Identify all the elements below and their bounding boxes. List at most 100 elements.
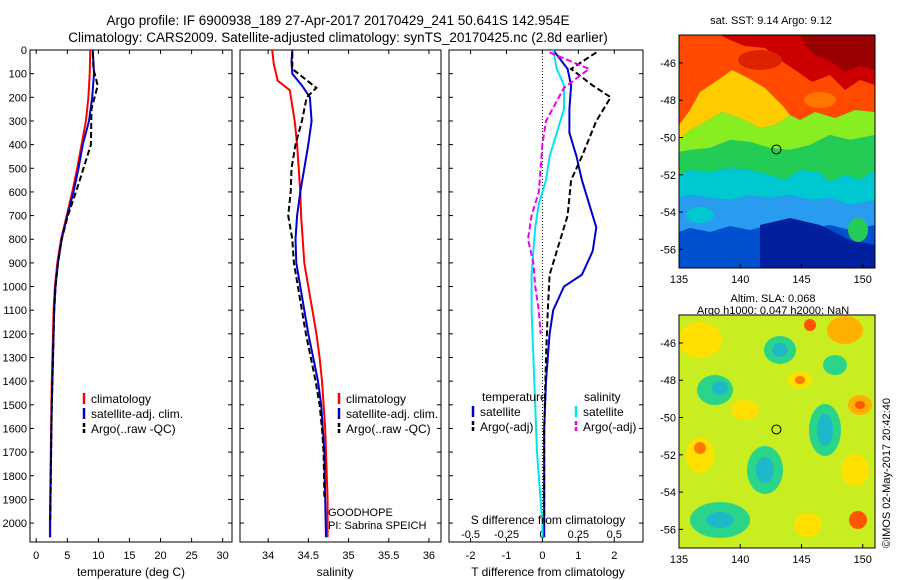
depth-tick-label: 1700 [3,447,27,459]
x-tick-label: 5 [64,550,70,562]
header-title-line1: Argo profile: IF 6900938_189 27-Apr-2017… [106,13,569,28]
difference-panel: -2 -1 0 1 2 -0.5 -0.25 0 0.25 0.5 S difference f… [448,49,644,579]
legend-label: satellite [480,405,521,419]
difference-frame [448,49,644,543]
series-line-difference-3 [526,51,592,334]
s-tick-label: 0.5 [607,529,622,541]
x-tick-label: 36 [423,550,435,562]
x-tick-label: 1 [575,550,581,562]
s-tick-label: -0.5 [461,529,480,541]
series-line-salinity-0 [271,49,329,538]
legend-label: climatology [91,392,151,406]
series-line-temperature-1 [49,49,96,538]
depth-tick-label: 1600 [3,423,27,435]
map-y-tick-label: -48 [660,95,676,107]
imos-credit: ©IMOS 02-May-2017 20:42:40 [881,398,893,548]
x-tick-label: 0 [33,550,39,562]
map-y-tick-label: -54 [660,487,676,499]
sla-map-title: Altim. SLA: 0.068 [731,293,816,305]
x-tick-label: 25 [185,550,197,562]
sla-heatmap [679,315,875,548]
depth-tick-label: 1400 [3,376,27,388]
series-line-difference-2 [530,49,565,538]
series-line-temperature-2 [49,52,99,524]
map-y-tick-label: -54 [660,207,676,219]
t-difference-x-axis: -2 -1 0 1 2 [466,50,617,562]
difference-legend: temperature salinitysatelliteArgo(-adj)sa… [471,390,636,434]
temperature-x-label: temperature (deg C) [77,565,185,579]
sst-map-panel: sat. SST: 9.14 Argo: 9.12 135 140 145 150 -4… [660,15,876,286]
t-difference-label: T difference from climatology [471,565,625,579]
x-tick-label: 2 [611,550,617,562]
depth-tick-label: 1200 [3,329,27,341]
map-y-tick-label: -50 [660,133,676,145]
x-tick-label: 20 [154,550,166,562]
map-x-tick-label: 150 [854,554,872,566]
map-y-tick-label: -52 [660,450,676,462]
depth-tick-label: 700 [9,211,27,223]
argo-position-marker-sla [771,424,782,435]
s-tick-label: 0.25 [568,529,589,541]
x-tick-label: -2 [466,550,476,562]
depth-tick-label: 800 [9,234,27,246]
map-y-tick-label: -56 [660,524,676,536]
map-x-tick-label: 135 [670,274,688,286]
x-tick-label: 30 [217,550,229,562]
x-tick-label: 35 [342,550,354,562]
temperature-frame [29,49,233,543]
depth-tick-label: 1800 [3,471,27,483]
depth-axis: 0 100 200 300 400 500 600 700 800 900 1000 1100 1200… [3,45,643,530]
sla-map-axes: 135 140 145 150 -46 -48 -50 -52 -54 -56 [660,338,872,566]
legend-label: Argo(..raw -QC) [91,422,176,436]
legend-label: Argo(-adj) [583,420,636,434]
series-line-difference-1 [543,51,613,524]
x-tick-label: 34 [262,550,274,562]
depth-tick-label: 1300 [3,353,27,365]
legend-label: climatology [346,392,406,406]
depth-tick-label: 100 [9,69,27,81]
map-y-tick-label: -50 [660,413,676,425]
sst-map-title: sat. SST: 9.14 Argo: 9.12 [710,15,832,27]
depth-tick-label: 500 [9,163,27,175]
legend-header-temperature: temperature [482,390,547,404]
depth-tick-label: 1000 [3,282,27,294]
pi-name: PI: Sabrina SPEICH [328,520,426,532]
sla-map-subtitle: Argo h1000: 0.047 h2000: NaN [697,305,849,317]
map-x-tick-label: 150 [854,274,872,286]
depth-tick-label: 600 [9,187,27,199]
series-line-difference-0 [543,49,598,538]
x-tick-label: 10 [92,550,104,562]
depth-tick-label: 2000 [3,518,27,530]
sst-map-frame [678,34,876,269]
map-x-tick-label: 135 [670,554,688,566]
depth-tick-label: 400 [9,140,27,152]
header-title-line2: Climatology: CARS2009. Satellite-adjuste… [68,30,608,45]
temperature-x-axis: 0 5 10 15 20 25 30 [33,50,229,562]
map-y-tick-label: -48 [660,375,676,387]
project-name: GOODHOPE [328,507,393,519]
legend-label: Argo(..raw -QC) [346,422,431,436]
salinity-x-label: salinity [317,565,354,579]
map-y-tick-label: -46 [660,58,676,70]
map-y-tick-label: -46 [660,338,676,350]
series-line-salinity-2 [287,52,326,500]
depth-tick-label: 0 [21,45,27,57]
x-tick-label: 35.5 [378,550,399,562]
sst-heatmap [679,35,875,268]
salinity-x-axis: 34 34.5 35 35.5 36 [262,50,435,562]
temperature-panel: 0100200300400500600700800900100011001200… [3,45,643,579]
map-x-tick-label: 140 [731,274,749,286]
depth-tick-label: 1900 [3,494,27,506]
series-line-salinity-1 [290,49,327,538]
legend-label: Argo(-adj) [480,420,533,434]
map-y-tick-label: -56 [660,244,676,256]
legend-label: satellite-adj. clim. [91,407,183,421]
salinity-panel: 34 34.5 35 35.5 36 salinity climatologysatel… [239,49,442,579]
s-difference-label: S difference from climatology [471,513,626,527]
legend-label: satellite [583,405,624,419]
s-tick-label: -0.25 [494,529,519,541]
legend-label: satellite-adj. clim. [346,407,438,421]
depth-tick-label: 300 [9,116,27,128]
